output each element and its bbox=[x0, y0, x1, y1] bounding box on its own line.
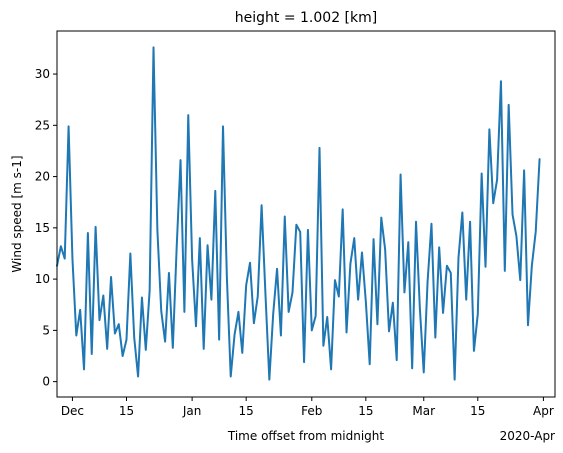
x-tick-label: 15 bbox=[358, 404, 373, 418]
x-tick-label: Mar bbox=[412, 404, 435, 418]
plot-frame bbox=[56, 30, 556, 398]
y-tick-label: 30 bbox=[35, 67, 50, 81]
y-tick-label: 0 bbox=[42, 375, 50, 389]
x-tick-label: 15 bbox=[119, 404, 134, 418]
x-tick-label: 15 bbox=[470, 404, 485, 418]
x-tick-label: Jan bbox=[182, 404, 202, 418]
y-axis: 0 5 10 15 20 25 30 bbox=[35, 67, 57, 389]
y-tick-label: 5 bbox=[42, 323, 50, 337]
y-axis-label: Wind speed [m s-1] bbox=[10, 155, 24, 272]
chart-title: height = 1.002 [km] bbox=[235, 10, 377, 26]
x-axis: Dec 15 Jan 15 Feb 15 Mar 15 Apr bbox=[61, 397, 554, 418]
x-tick-label: Dec bbox=[61, 404, 84, 418]
wind-speed-series-line bbox=[56, 46, 541, 381]
y-tick-label: 10 bbox=[35, 272, 50, 286]
x-tick-label: Feb bbox=[301, 404, 322, 418]
y-tick-label: 20 bbox=[35, 170, 50, 184]
x-tick-label: Apr bbox=[533, 404, 554, 418]
x-axis-label: Time offset from midnight bbox=[227, 429, 384, 443]
y-tick-label: 25 bbox=[35, 118, 50, 132]
x-axis-offset-label: 2020-Apr bbox=[500, 429, 555, 443]
y-tick-label: 15 bbox=[35, 221, 50, 235]
x-tick-label: 15 bbox=[239, 404, 254, 418]
